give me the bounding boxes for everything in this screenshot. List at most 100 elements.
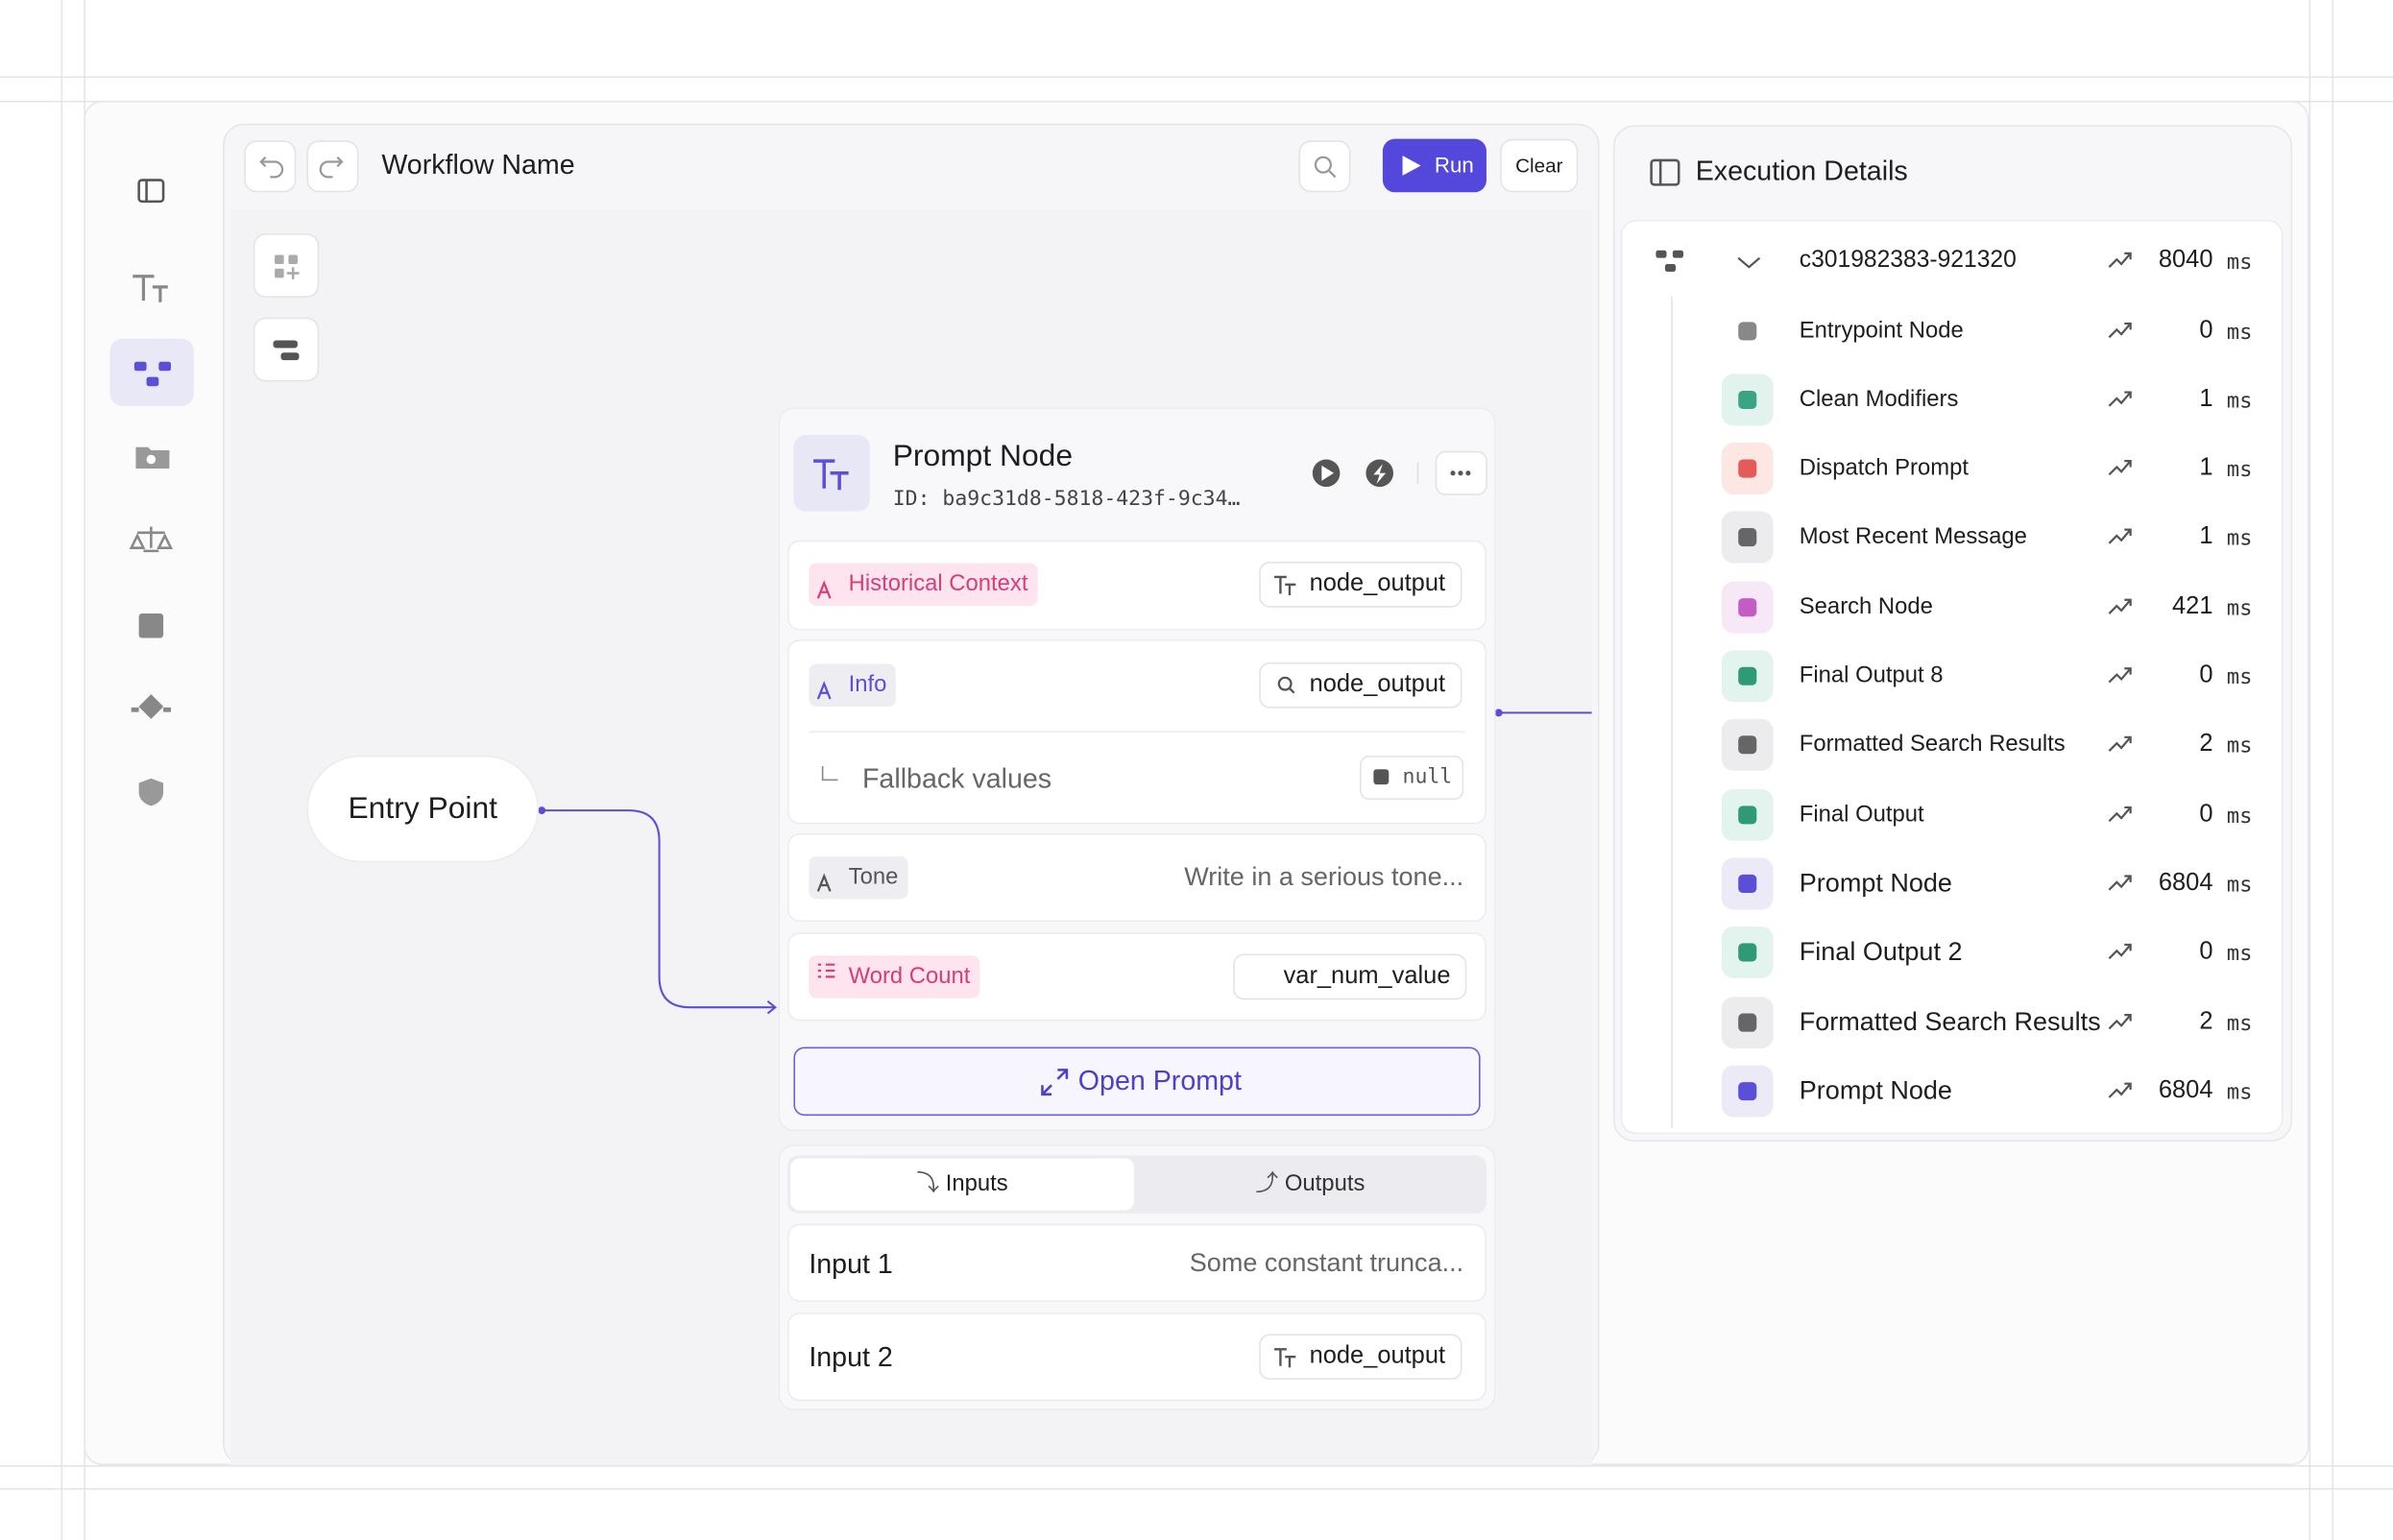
node-actions[interactable] [1305, 450, 1496, 496]
trace-node-icon [1721, 857, 1774, 910]
entry-point-node[interactable]: Entry Point [306, 755, 540, 863]
io-name: Input 2 [809, 1341, 893, 1373]
trace-node-label: Entrypoint Node [1799, 316, 1964, 343]
trend-icon [2108, 1082, 2132, 1098]
io-row [787, 1223, 1487, 1303]
trace-node-icon [1721, 788, 1774, 841]
tab-label: Inputs [945, 1170, 1008, 1197]
tab-arrow: ⤵ [916, 1170, 946, 1197]
trend-icon [2108, 806, 2132, 822]
trend-icon [2108, 460, 2132, 476]
trend-icon [2108, 391, 2132, 407]
run-button[interactable]: Run [1382, 138, 1487, 193]
trace-node-label: Most Recent Message [1799, 523, 2027, 550]
trace-node-icon [1721, 512, 1774, 565]
trace-node-icon [1721, 996, 1774, 1048]
undo-button[interactable] [244, 140, 297, 193]
clear-button[interactable]: Clear [1500, 138, 1579, 193]
trend-icon [2108, 598, 2132, 614]
pill-icon [1274, 1348, 1296, 1368]
duration: 1 [2199, 385, 2213, 412]
duration: 8040 [2158, 247, 2213, 274]
duration: 1 [2199, 454, 2213, 481]
input-name-chip: Historical Context [809, 563, 1037, 607]
trend-icon [2108, 252, 2132, 268]
input-name-chip: Tone [809, 855, 907, 900]
pill-icons [1274, 575, 1390, 785]
guide [2308, 0, 2311, 1540]
duration-unit: ms [2226, 873, 2253, 898]
sidebar-icons[interactable] [122, 160, 183, 831]
trend-icon [2108, 944, 2132, 960]
input-value-pill[interactable]: var_num_value [1233, 953, 1467, 1000]
sidebar-active [109, 338, 194, 406]
layout-button[interactable] [253, 317, 320, 382]
trace-node-icon [1721, 443, 1774, 495]
duration: 2 [2199, 1007, 2213, 1035]
trend-icon [2108, 667, 2132, 684]
run-icon [1402, 156, 1421, 176]
io-value: Some constant trunca... [1189, 1248, 1464, 1278]
duration: 6804 [2158, 869, 2213, 896]
duration-unit: ms [2226, 458, 2253, 483]
tab-arrow: ⤴ [1255, 1170, 1285, 1197]
chip-icons [816, 580, 835, 978]
duration-unit: ms [2226, 250, 2253, 276]
duration: 0 [2199, 800, 2213, 827]
guide [0, 1465, 2393, 1467]
redo-button[interactable] [306, 140, 359, 193]
trace-node-label: Final Output 2 [1799, 937, 1963, 967]
add-node-button[interactable] [253, 233, 320, 298]
duration: 6804 [2158, 1076, 2213, 1104]
guide [2332, 0, 2334, 1540]
search-icon [1314, 156, 1337, 179]
input-value-pill[interactable]: node_output [1259, 662, 1462, 709]
divider [809, 731, 1465, 734]
text-icon [813, 459, 849, 491]
open-prompt-button[interactable]: Open Prompt [793, 1047, 1481, 1117]
trace-node-icon [1721, 581, 1774, 634]
duration: 1 [2199, 523, 2213, 550]
trace-root: c301982383-921320 [1799, 247, 2017, 274]
workflow-title: Workflow Name [381, 149, 575, 180]
trace-node-label: Dispatch Prompt [1799, 454, 1969, 481]
fallback-value[interactable]: null [1360, 755, 1463, 800]
tab-label: Outputs [1284, 1170, 1366, 1197]
node-id: ID: ba9c31d8-5818-423f-9c34… [892, 487, 1241, 512]
duration-unit: ms [2226, 596, 2253, 621]
trend-icon [2108, 322, 2132, 338]
tree-line [1671, 296, 1673, 1128]
duration-unit: ms [2226, 389, 2253, 414]
root-icon [1656, 250, 1683, 272]
guide [0, 1487, 2393, 1490]
trace-node-icon [1721, 1065, 1774, 1118]
node-icon [793, 435, 870, 512]
input-name-chip: Word Count [809, 955, 979, 999]
trend-icon [2108, 736, 2132, 753]
trace-node-icon [1721, 650, 1774, 703]
input-value-pill[interactable]: node_output [1259, 562, 1462, 608]
trend-icon [2108, 1013, 2132, 1029]
input-name-chip: Info [809, 663, 896, 708]
duration-unit: ms [2226, 734, 2253, 759]
fallback-label: Fallback values [861, 762, 1052, 794]
trace-node-label: Final Output [1799, 800, 1924, 827]
trace-node-label: Formatted Search Results [1799, 1006, 2101, 1036]
duration-unit: ms [2226, 527, 2253, 552]
trace-node-label: Clean Modifiers [1799, 385, 1959, 412]
redo-icon [319, 156, 344, 179]
trend-icon [2108, 529, 2132, 545]
duration: 421 [2172, 592, 2213, 619]
add-icon [275, 254, 300, 279]
open-prompt-label: Open Prompt [1077, 1065, 1242, 1096]
trace-node-icon [1738, 321, 1757, 340]
tab-inputs[interactable]: ⤵ Inputs [790, 1158, 1134, 1211]
panel-icon [1650, 158, 1680, 186]
search-button[interactable] [1298, 140, 1351, 193]
tab-outputs[interactable]: ⤴ Outputs [1137, 1159, 1484, 1211]
run-label: Run [1434, 152, 1474, 178]
layout-icon [273, 340, 300, 361]
trend-icon [2108, 875, 2132, 891]
